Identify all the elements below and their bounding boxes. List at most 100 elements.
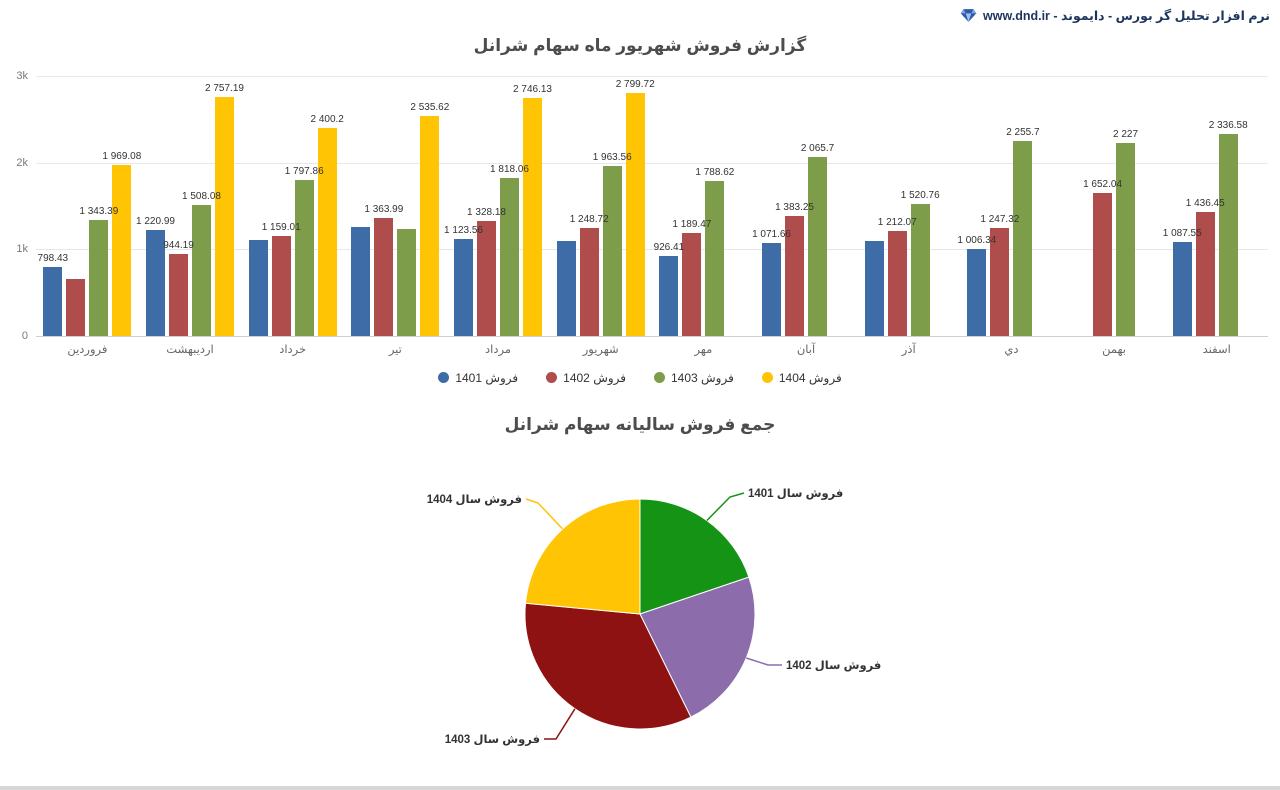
bar[interactable] (294, 180, 314, 336)
bar[interactable] (705, 181, 725, 336)
bar[interactable] (762, 243, 782, 336)
pie-slice[interactable] (524, 602, 692, 730)
pie-leader-line (525, 498, 564, 530)
bar-slot: 2 535.62 (410, 76, 449, 336)
bar[interactable] (500, 178, 520, 336)
bar-group: 1 006.34 1 247.32 2 255.7 (957, 76, 1063, 336)
bar[interactable] (1116, 143, 1136, 336)
bar[interactable] (1172, 241, 1192, 336)
bar[interactable] (967, 248, 987, 336)
bar-value-label: 1 328.18 (467, 206, 506, 218)
bar[interactable] (454, 238, 474, 336)
bar-slot: 926.41 (654, 76, 684, 336)
bar[interactable] (990, 227, 1010, 336)
bar[interactable] (43, 266, 63, 336)
bar[interactable] (351, 226, 371, 336)
bar-slot: 1 220.99 (136, 76, 175, 336)
legend-marker (546, 372, 558, 383)
legend-item[interactable]: فروش 1401 (438, 371, 518, 385)
bar[interactable] (66, 278, 86, 336)
bar-value-label: 2 065.7 (800, 143, 835, 154)
gridline (36, 76, 1268, 77)
month-label: بهمن (1102, 344, 1126, 356)
bar-value-label: 2 227 (1113, 129, 1139, 140)
bar-value-label: 1 788.62 (695, 167, 735, 178)
bar[interactable] (477, 220, 497, 336)
pie-slice[interactable] (524, 498, 641, 615)
bar-group: 798.43 1 343.39 1 969.08 (36, 76, 141, 336)
bar[interactable] (682, 232, 702, 336)
bar[interactable] (887, 231, 907, 336)
month-label: مهر (694, 344, 713, 356)
bar-value-label: 1 969.08 (102, 151, 142, 163)
bar[interactable] (271, 235, 291, 336)
bar-value-label: 2 757.19 (205, 83, 244, 94)
bar[interactable] (808, 157, 828, 336)
bar[interactable] (248, 240, 268, 336)
bar[interactable] (89, 219, 109, 336)
bar[interactable] (420, 116, 440, 336)
bar-value-label: 1 436.45 (1185, 197, 1225, 209)
bar[interactable] (112, 165, 132, 336)
bar[interactable] (523, 98, 543, 336)
bar[interactable] (1093, 192, 1113, 336)
monthly-sales-bar-chart: گزارش فروش شهریور ماه سهام شرانل 0 1k 2k 3k… (0, 34, 1280, 385)
bar-slot: 1 248.72 (570, 76, 609, 336)
pie-slice[interactable] (639, 576, 756, 718)
bar-value-label: 1 963.56 (592, 151, 632, 163)
bar-slot: 1 652.04 (1083, 76, 1122, 336)
bar-value-label: 1 343.39 (79, 205, 119, 217)
bar-value-label: 1 123.56 (444, 224, 483, 236)
bar-value-label: 2 400.2 (310, 114, 344, 125)
bar-slot: 1 328.18 (467, 76, 506, 336)
bar-slot: 1 797.86 (285, 76, 324, 336)
legend-item[interactable]: فروش 1404 (761, 371, 842, 385)
x-axis-labels: فروردین اردیبهشت خرداد تیر مرداد شهریور مهر آبا… (36, 342, 1268, 356)
bar[interactable] (192, 205, 211, 336)
bar-slot: 1 363.99 (364, 76, 403, 336)
month-label: دي (1004, 344, 1019, 356)
bar[interactable] (659, 255, 679, 336)
bar-slot: 1 969.08 (102, 76, 141, 336)
pie-chart-title: جمع فروش سالیانه سهام شرانل (504, 415, 776, 434)
bar-slot (248, 76, 268, 336)
bar[interactable] (785, 216, 805, 336)
bar[interactable] (1013, 140, 1033, 336)
bar[interactable] (374, 217, 394, 336)
pie-slice[interactable] (639, 498, 750, 615)
bar-chart-title: گزارش فروش شهریور ماه سهام شرانل (473, 36, 807, 55)
bar-slot: 2 400.2 (310, 76, 344, 336)
legend-item[interactable]: فروش 1403 (654, 371, 734, 385)
legend-item[interactable]: فروش 1402 (546, 371, 626, 385)
bar[interactable] (397, 229, 417, 336)
bar[interactable] (1218, 133, 1238, 336)
bar[interactable] (910, 204, 930, 336)
legend-marker (654, 372, 665, 383)
app-title: نرم افزار تحلیل گر بورس - دایموند - www.… (983, 9, 1270, 23)
diamond-logo-icon (960, 8, 977, 23)
bar-slot: 944.19 (163, 76, 194, 336)
bar-value-label: 944.19 (163, 240, 194, 252)
bar-value-label: 1 363.99 (364, 203, 404, 215)
bar-value-label: 1 212.07 (877, 217, 917, 228)
month-label: آبان (796, 344, 816, 356)
bar[interactable] (625, 93, 645, 336)
bar[interactable] (317, 128, 337, 336)
bar[interactable] (215, 97, 234, 336)
bar[interactable] (602, 165, 622, 336)
month-label: فروردین (67, 344, 108, 356)
bar-slot (556, 76, 576, 336)
bar-slot: 2 336.58 (1209, 76, 1248, 336)
bar-slot (66, 76, 86, 336)
pie-slice-label: فروش سال 1404 (427, 494, 522, 507)
bar[interactable] (169, 254, 188, 336)
bar[interactable] (556, 241, 576, 336)
bar[interactable] (579, 227, 599, 336)
bar-slot (1036, 76, 1055, 336)
bar[interactable] (1195, 211, 1215, 336)
bar[interactable] (146, 230, 165, 336)
annual-sales-pie-chart: جمع فروش سالیانه سهام شرانل فروش سال 140… (0, 413, 1280, 785)
bar-group: 1 248.72 1 963.56 2 799.72 (549, 76, 655, 336)
bar-value-label: 1 247.32 (980, 213, 1020, 225)
bar[interactable] (864, 241, 884, 336)
